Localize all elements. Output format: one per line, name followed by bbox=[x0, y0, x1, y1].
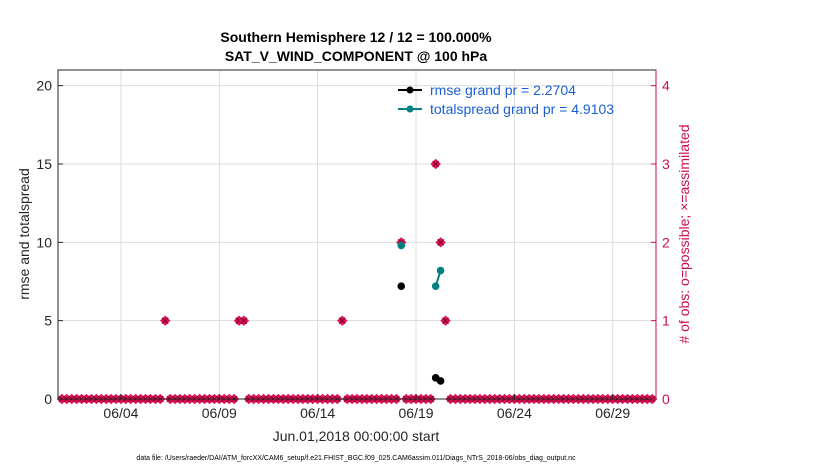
obs-assimilated-marker bbox=[442, 317, 449, 325]
plot-frame bbox=[57, 69, 657, 400]
obs-count-point bbox=[435, 237, 446, 248]
y-tick-label: 20 bbox=[36, 78, 52, 94]
obs-count-point bbox=[337, 315, 348, 326]
data-series bbox=[397, 241, 445, 385]
obs-assimilated-marker bbox=[240, 317, 248, 325]
obs-assimilated-marker bbox=[161, 317, 169, 325]
series-point bbox=[436, 266, 445, 275]
obs-count-point bbox=[430, 158, 441, 170]
y-axis-left: 0 5 10 15 20 bbox=[36, 78, 63, 407]
obs-assimilated-marker bbox=[437, 238, 445, 246]
x-axis-label: Jun.01,2018 00:00:00 start bbox=[273, 428, 440, 444]
obs-count-point bbox=[238, 315, 250, 326]
y-tick-label: 10 bbox=[36, 234, 52, 250]
y-axis-label: rmse and totalspread bbox=[16, 168, 32, 300]
x-tick-label: 06/29 bbox=[595, 405, 630, 421]
y-right-tick-label: 2 bbox=[662, 234, 670, 250]
legend-spread-label: totalspread grand pr = 4.9103 bbox=[430, 101, 614, 117]
x-tick-label: 06/19 bbox=[398, 405, 433, 421]
legend-rmse-marker bbox=[406, 86, 414, 94]
y-tick-label: 5 bbox=[44, 313, 52, 329]
x-tick-label: 06/09 bbox=[202, 405, 237, 421]
y-right-tick-label: 4 bbox=[662, 78, 670, 94]
obs-count-point bbox=[440, 315, 451, 326]
y-right-tick-label: 0 bbox=[662, 391, 670, 407]
obs-count-point bbox=[159, 315, 171, 326]
y-tick-label: 15 bbox=[36, 156, 52, 172]
series-point bbox=[431, 282, 440, 291]
legend-rmse-label: rmse grand pr = 2.2704 bbox=[430, 82, 576, 98]
obs-count-series bbox=[56, 158, 658, 405]
series-point bbox=[436, 377, 445, 385]
x-axis: 06/04 06/09 06/14 06/19 06/24 06/29 bbox=[103, 394, 630, 421]
series-point bbox=[397, 241, 406, 250]
obs-assimilated-marker bbox=[432, 160, 440, 168]
y-right-tick-label: 1 bbox=[662, 313, 670, 329]
y-right-tick-label: 3 bbox=[662, 156, 670, 172]
y-axis-right: 0 1 2 3 4 bbox=[651, 70, 670, 407]
legend: rmse grand pr = 2.2704 totalspread grand… bbox=[398, 82, 614, 117]
series-point bbox=[397, 282, 406, 291]
chart-title-line1: Southern Hemisphere 12 / 12 = 100.000% bbox=[220, 29, 492, 45]
grid-lines bbox=[58, 70, 656, 399]
x-tick-label: 06/14 bbox=[300, 405, 335, 421]
legend-spread-marker bbox=[406, 105, 414, 113]
x-tick-label: 06/04 bbox=[103, 405, 138, 421]
footnote: data file: /Users/raeder/DAI/ATM_forcXX/… bbox=[136, 455, 576, 462]
x-tick-label: 06/24 bbox=[497, 405, 532, 421]
y-tick-label: 0 bbox=[44, 391, 52, 407]
chart-title-line2: SAT_V_WIND_COMPONENT @ 100 hPa bbox=[225, 48, 488, 64]
y-axis-right-label: # of obs: o=possible; ×=assimilated bbox=[676, 124, 692, 343]
obs-assimilated-marker bbox=[338, 317, 346, 325]
